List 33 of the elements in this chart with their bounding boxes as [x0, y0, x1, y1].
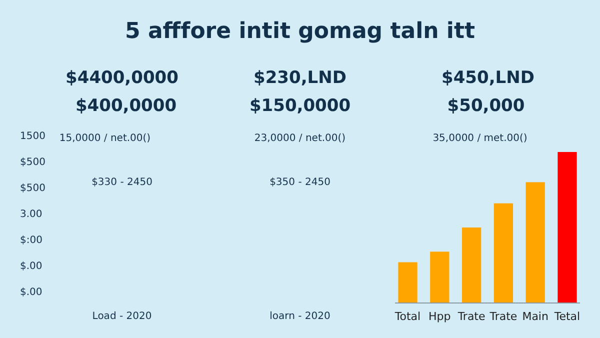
text: $400,0000	[75, 96, 177, 116]
x-tick-label: Tetal	[553, 310, 580, 323]
text: $500	[20, 157, 46, 168]
bar	[494, 203, 514, 303]
bar	[558, 152, 577, 303]
text: $.00	[20, 287, 42, 298]
bar	[526, 182, 545, 303]
text: $:00	[20, 235, 42, 246]
text: 23,0000 / net.00()	[254, 133, 346, 144]
text: $50,000	[447, 96, 525, 116]
text: $4400,0000	[66, 68, 179, 88]
text: loarn - 2020	[270, 311, 330, 322]
x-tick-label: Trate	[488, 310, 518, 323]
text: $350 - 2450	[270, 177, 330, 188]
bar	[462, 228, 482, 303]
bar	[430, 252, 450, 303]
bar	[398, 262, 418, 303]
x-tick-label: Main	[522, 310, 548, 323]
text: $230,LND	[254, 68, 346, 88]
text: 35,0000 / met.00()	[432, 133, 528, 144]
text: $330 - 2450	[92, 177, 152, 188]
text: $450,LND	[442, 68, 534, 88]
text: 3.00	[20, 209, 42, 220]
text: 1500	[20, 131, 46, 142]
text: $150,0000	[249, 96, 351, 116]
x-tick-label: Trate	[456, 310, 486, 323]
x-tick-label: Hpp	[428, 310, 451, 323]
text: $.00	[20, 261, 42, 272]
text: Load - 2020	[92, 311, 152, 322]
text: 15,0000 / net.00()	[59, 133, 151, 144]
chart-title: 5 afffore intit gomag taln itt	[124, 19, 476, 44]
text: $500	[20, 183, 46, 194]
x-tick-label: Total	[394, 310, 421, 323]
